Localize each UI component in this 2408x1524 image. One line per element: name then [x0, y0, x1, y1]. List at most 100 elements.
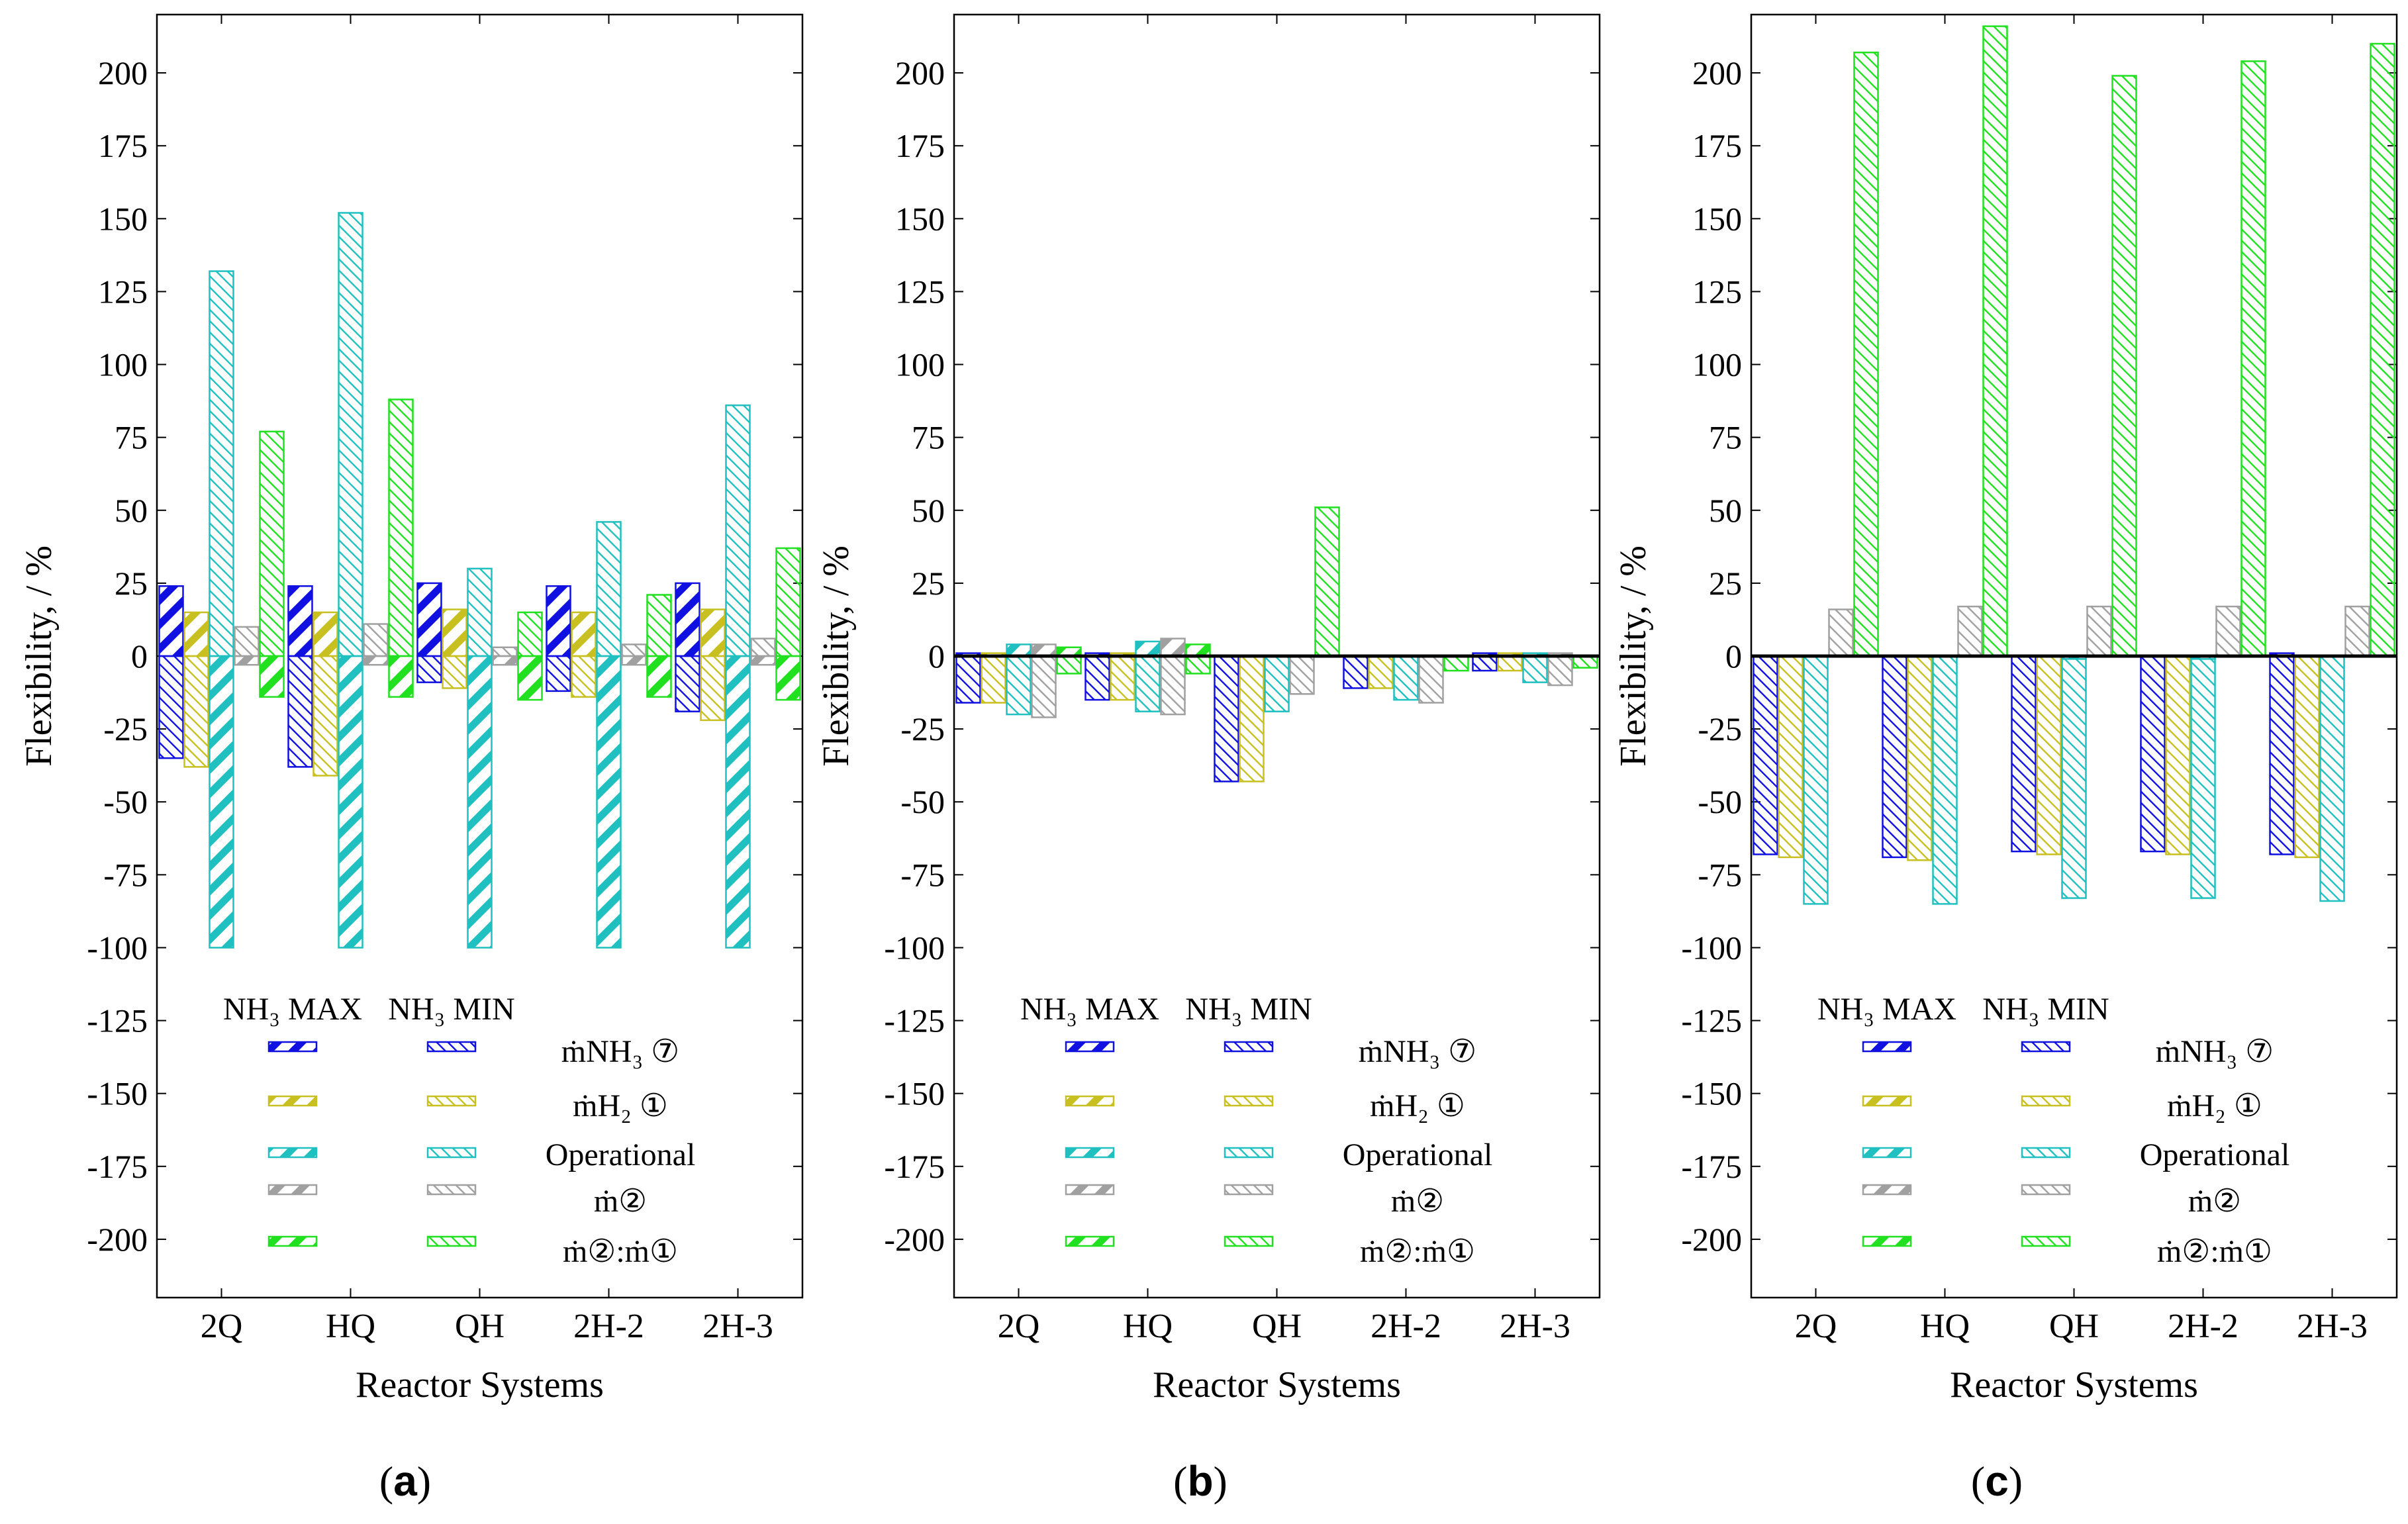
bar-min-2h3-s4 [775, 547, 801, 657]
legend-swatch-min [426, 1041, 477, 1053]
legend-swatch-max [1065, 1147, 1115, 1159]
bar-max-2q-s3 [234, 655, 260, 666]
legend: NH₃ MAX NH₃ MIN ṁNH₃ ⑦ ṁH₂ ① Operational ṁ② ṁ②… [223, 992, 695, 1269]
bar-min-2h2-s1 [1368, 655, 1394, 689]
y-tick-label: -175 [884, 1148, 945, 1185]
y-axis-label: Flexibility, / % [19, 546, 60, 767]
bar-min-hq-s3 [363, 623, 389, 657]
bar-max-2q-s2 [1006, 643, 1032, 657]
bar-min-2q-s3 [1031, 655, 1057, 718]
y-tick-label: -100 [884, 929, 945, 966]
bar-min-qh-s3 [492, 646, 518, 657]
y-tick-label: -150 [884, 1075, 945, 1112]
bar-min-hq-s0 [1084, 655, 1110, 701]
legend-swatch-max [1862, 1095, 1912, 1107]
y-tick-label: -50 [900, 783, 945, 820]
legend-swatch-max [267, 1184, 318, 1196]
legend-swatch-max [1862, 1147, 1912, 1159]
legend-entry-label: Operational [2140, 1137, 2290, 1172]
bar-min-hq-s4 [1982, 25, 2008, 657]
bar-max-2q-s4 [259, 655, 285, 698]
x-tick-label: QH [2049, 1308, 2099, 1345]
legend-swatch-max [1065, 1184, 1115, 1196]
legend-entry-label: ṁNH₃ ⑦ [1359, 1034, 1476, 1069]
bar-min-2q-s0 [158, 655, 184, 759]
bar-min-hq-s1 [1907, 655, 1933, 861]
y-tick-label: -50 [103, 783, 148, 820]
legend-swatch-min [2021, 1235, 2071, 1247]
bar-min-2h2-s4 [2240, 60, 2266, 657]
y-tick-label: -25 [1698, 710, 1742, 747]
y-tick-label: -200 [1681, 1221, 1742, 1258]
legend-swatch-min [1224, 1041, 1274, 1053]
y-tick-label: 100 [1692, 346, 1742, 383]
y-tick-label: -200 [884, 1221, 945, 1258]
bar-min-qh-s1 [442, 655, 467, 689]
bar-max-2h3-s4 [775, 655, 801, 701]
bar-max-2h3-s0 [675, 582, 700, 657]
y-tick-label: -75 [900, 856, 945, 893]
legend-swatch-max [267, 1235, 318, 1247]
legend-swatch-max [1065, 1095, 1115, 1107]
x-tick-label: 2H-3 [2297, 1308, 2368, 1345]
y-axis-label: Flexibility, / % [816, 546, 857, 767]
y-tick-label: 200 [895, 54, 945, 91]
legend-swatch-min [426, 1095, 477, 1107]
y-axis-label: Flexibility, / % [1613, 546, 1654, 767]
x-tick-label: 2H-2 [2168, 1308, 2239, 1345]
y-tick-label: 0 [928, 638, 945, 675]
bar-min-2h2-s2 [596, 521, 622, 657]
bar-min-hq-s4 [1185, 655, 1211, 675]
legend-swatch-min [1224, 1184, 1274, 1196]
x-tick-label: 2H-3 [702, 1308, 773, 1345]
bar-min-qh-s0 [2011, 655, 2037, 853]
bar-min-2h3-s3 [750, 638, 776, 657]
y-tick-label: 200 [1692, 54, 1742, 91]
bar-min-hq-s1 [313, 655, 338, 777]
chart-panel-b: 200 175 150 125 100 75 50 25 0 -25 -50 -75 -100 -125 -… [816, 13, 1601, 1405]
bar-min-qh-s4 [517, 611, 543, 657]
legend-entry-label: ṁ②:ṁ① [563, 1234, 678, 1269]
legend-swatch-max [1862, 1041, 1912, 1053]
bar-min-2h3-s2 [1522, 655, 1548, 683]
legend-swatch-min [426, 1184, 477, 1196]
bar-min-qh-s2 [467, 567, 493, 657]
bar-min-hq-s1 [1110, 655, 1135, 701]
bar-min-2h3-s3 [1547, 655, 1573, 687]
x-tick-label: 2Q [1795, 1308, 1837, 1345]
y-tick-label: 0 [131, 638, 148, 675]
bar-min-hq-s4 [388, 399, 414, 657]
y-tick-label: -150 [87, 1075, 148, 1112]
legend-entry-label: ṁH₂ ① [1370, 1088, 1465, 1123]
y-tick-label: 75 [115, 419, 148, 456]
bar-max-2h3-s3 [750, 655, 776, 666]
y-tick-label: 50 [115, 492, 148, 529]
bar-min-2q-s2 [209, 270, 234, 657]
bar-max-hq-s4 [388, 655, 414, 698]
plot-frame [953, 13, 1601, 1299]
y-tick-label: 100 [895, 346, 945, 383]
bar-min-hq-s2 [1932, 655, 1958, 905]
bar-min-qh-s3 [1289, 655, 1315, 695]
y-tick-label: 25 [912, 565, 945, 602]
bar-max-2h2-s4 [646, 655, 672, 698]
bar-max-2h3-s1 [700, 608, 726, 657]
y-tick-label: 50 [1709, 492, 1742, 529]
legend-swatch-max [1065, 1235, 1115, 1247]
x-tick-label: 2Q [998, 1308, 1040, 1345]
x-tick-label: 2H-2 [1371, 1308, 1441, 1345]
legend-swatch-max [267, 1147, 318, 1159]
legend-entry-label: ṁNH₃ ⑦ [561, 1034, 679, 1069]
x-axis-label: Reactor Systems [1950, 1364, 2198, 1405]
bar-min-2h2-s0 [1343, 655, 1369, 689]
legend-swatch-min [426, 1235, 477, 1247]
y-tick-label: 100 [98, 346, 148, 383]
y-tick-label: -125 [884, 1002, 945, 1039]
legend-swatch-min [2021, 1147, 2071, 1159]
y-tick-label: 175 [1692, 127, 1742, 164]
bar-max-2q-s1 [183, 611, 209, 657]
bar-max-qh-s4 [517, 655, 543, 701]
bar-min-2h2-s2 [2190, 655, 2216, 899]
y-tick-label: 150 [1692, 200, 1742, 237]
